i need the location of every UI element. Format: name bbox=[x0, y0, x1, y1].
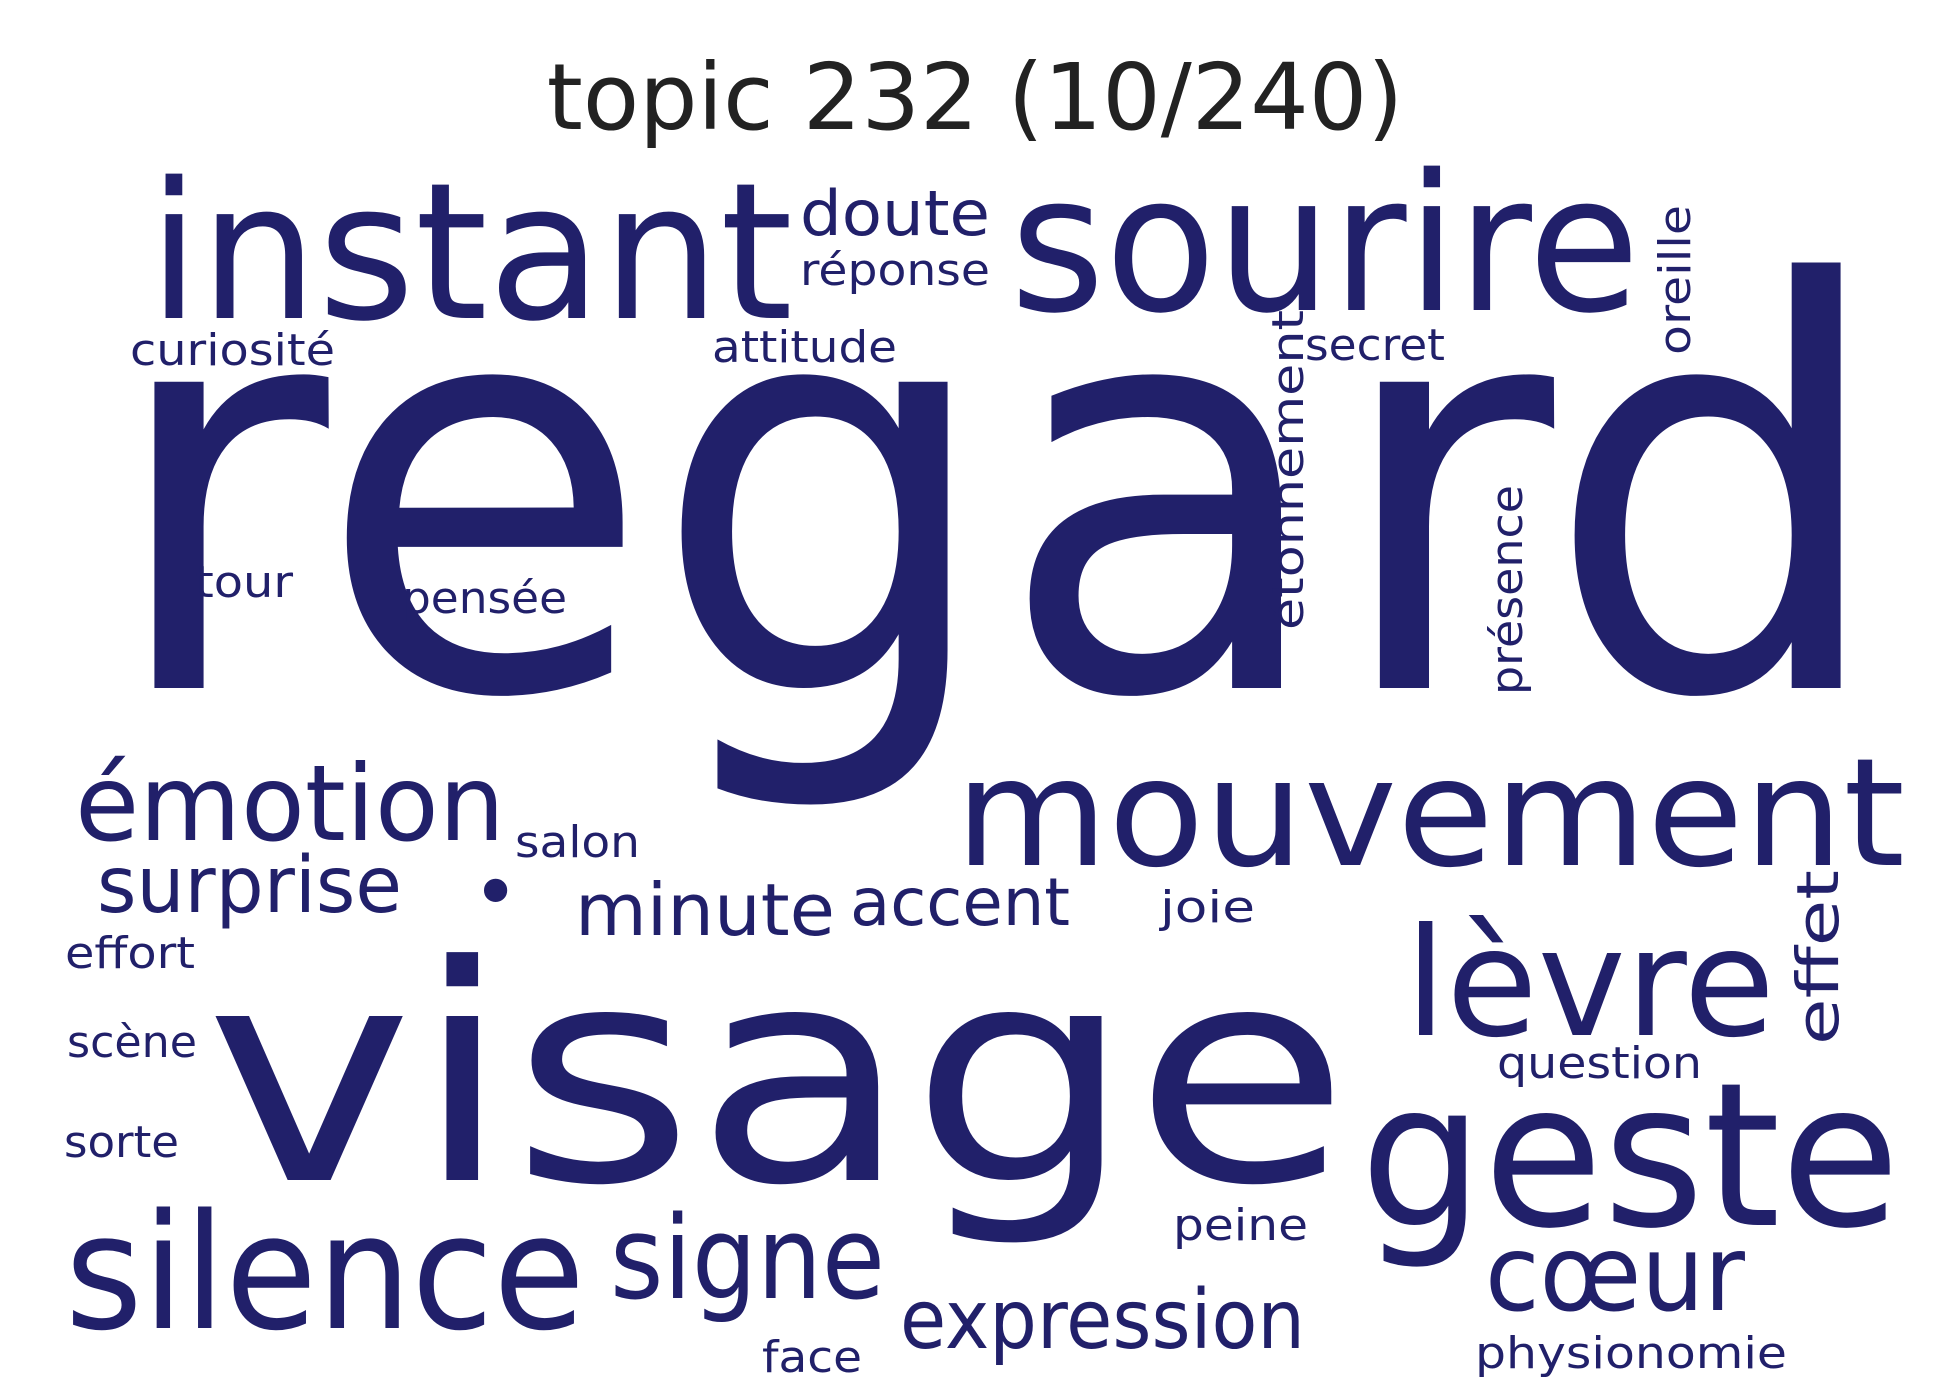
word-visage: visage bbox=[205, 902, 1350, 1251]
word-joie: joie bbox=[1159, 882, 1255, 933]
word-expression: expression bbox=[900, 1273, 1305, 1368]
word-sourire: sourire bbox=[1010, 134, 1640, 355]
word-sorte: sorte bbox=[64, 1117, 179, 1168]
word-emotion: émotion bbox=[75, 743, 505, 865]
word-dot: • bbox=[472, 846, 519, 939]
word-minute: minute bbox=[575, 868, 835, 952]
word-pensee: pensée bbox=[402, 573, 567, 624]
word-secret: secret bbox=[1305, 320, 1445, 371]
word-levre: lèvre bbox=[1405, 897, 1775, 1071]
word-reponse: réponse bbox=[800, 245, 990, 296]
word-etonnement: étonnement bbox=[1263, 310, 1314, 630]
word-salon: salon bbox=[515, 817, 640, 868]
word-effort: effort bbox=[65, 928, 195, 979]
word-effet: effet bbox=[1784, 870, 1852, 1045]
word-tour: tour bbox=[195, 557, 294, 608]
word-question: question bbox=[1497, 1038, 1702, 1089]
word-surprise: surprise bbox=[97, 841, 402, 931]
word-face: face bbox=[762, 1332, 862, 1383]
chart-title: topic 232 (10/240) bbox=[546, 44, 1404, 151]
word-signe: signe bbox=[610, 1192, 885, 1326]
word-coeur: cœur bbox=[1485, 1213, 1746, 1335]
word-physionomie: physionomie bbox=[1475, 1328, 1787, 1379]
word-curiosite: curiosité bbox=[130, 325, 335, 376]
word-scene: scène bbox=[67, 1017, 197, 1068]
word-doute: doute bbox=[800, 177, 990, 250]
word-silence: silence bbox=[65, 1179, 585, 1366]
word-mouvement: mouvement bbox=[955, 727, 1905, 901]
word-presence: présence bbox=[1482, 485, 1533, 695]
word-geste: geste bbox=[1360, 1040, 1900, 1273]
word-accent: accent bbox=[850, 864, 1070, 941]
word-instant: instant bbox=[148, 142, 793, 363]
word-oreille: oreille bbox=[1650, 205, 1701, 355]
word-peine: peine bbox=[1173, 1200, 1308, 1251]
word-attitude: attitude bbox=[712, 322, 897, 373]
word-regard: regard bbox=[105, 169, 1890, 821]
